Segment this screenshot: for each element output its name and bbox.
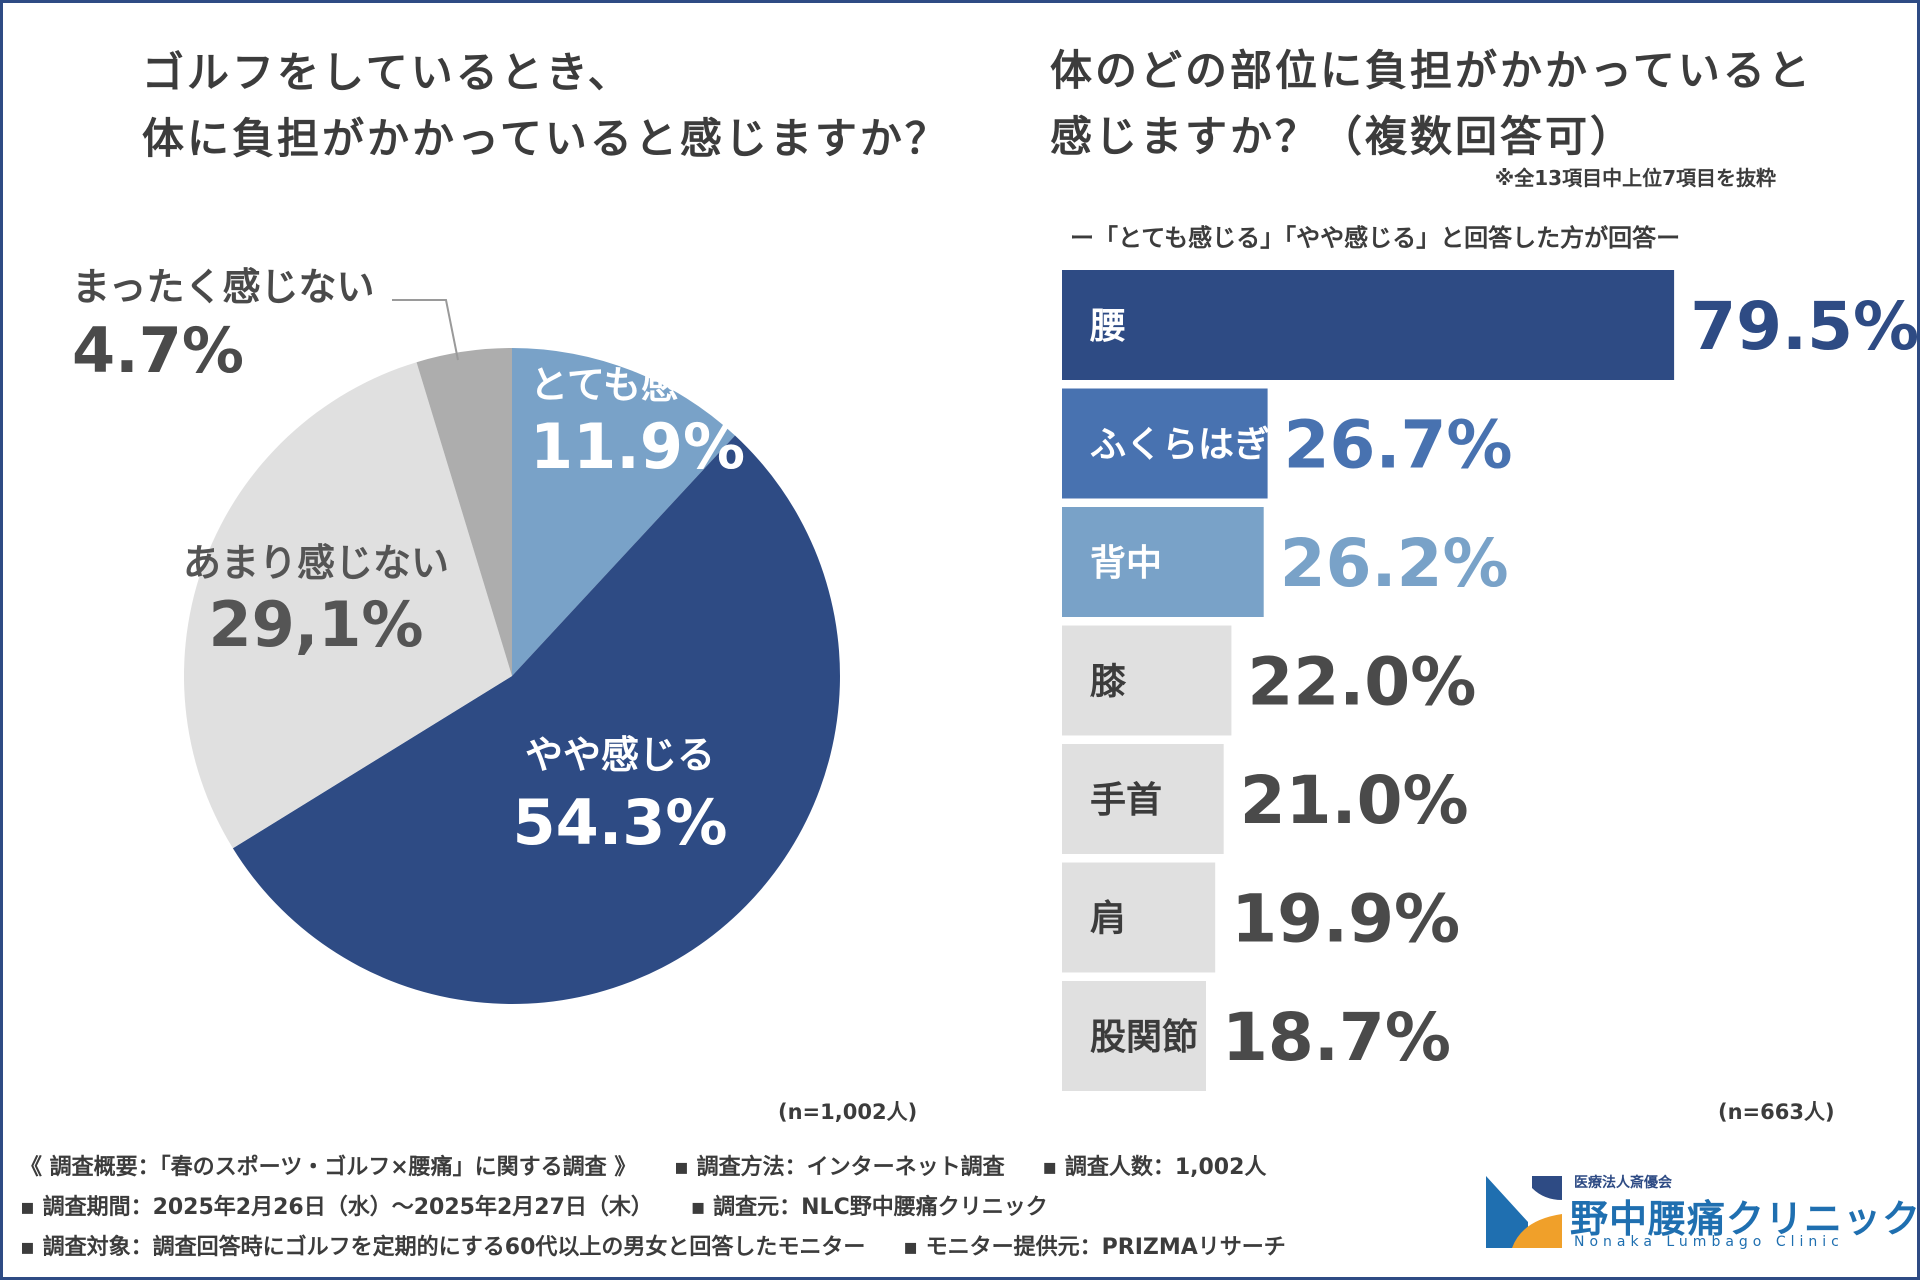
pie-slice-label: まったく感じない (72, 265, 374, 309)
bar-3 (1062, 507, 1264, 617)
pie-slice-value: 54.3% (512, 786, 727, 859)
footer-survey-overview: 《 調査概要：「春のスポーツ・ゴルフ×腰痛」に関する調査 》 (20, 1155, 637, 1180)
bar-category-label: 手首 (1090, 780, 1162, 821)
clinic-logo: 医療法人斎優会 野中腰痛クリニック Nonaka Lumbago Clinic (1482, 1170, 1920, 1258)
clinic-name-english: Nonaka Lumbago Clinic (1574, 1234, 1844, 1250)
pie-slice-value: 29,1% (208, 588, 423, 661)
pie-slice-value: 11.9% (530, 410, 745, 483)
bar-6 (1062, 862, 1216, 973)
bar-title-line-1: 体のどの部位に負担がかかっていると (1050, 46, 1813, 95)
bar-category-label: 股関節 (1090, 1017, 1198, 1058)
bar-value-label: 79.5% (1690, 288, 1919, 365)
bar-chart-title: 体のどの部位に負担がかかっていると 感じますか？（複数回答可） (1050, 38, 1813, 170)
footer-row: 《 調査概要：「春のスポーツ・ゴルフ×腰痛」に関する調査 》 ▪ 調査方法：イン… (20, 1148, 1450, 1188)
bar-category-label: 膝 (1090, 662, 1127, 703)
pie-title-line-2: 体に負担がかかっていると感じますか？ (142, 114, 950, 163)
clinic-corporation-name: 医療法人斎優会 (1574, 1175, 1672, 1191)
bar-category-label: ふくらはぎ (1090, 425, 1270, 466)
bar-5 (1062, 744, 1224, 854)
bar-7 (1062, 981, 1206, 1091)
bar-4 (1062, 625, 1232, 736)
bar-value-label: 21.0% (1240, 762, 1469, 839)
pie-slice-4 (416, 348, 512, 676)
bar-1 (1062, 270, 1675, 380)
bar-category-label: 腰 (1089, 306, 1126, 347)
bar-value-label: 26.2% (1280, 525, 1509, 602)
pie-slice-label: やや感じる (525, 733, 715, 777)
bar-category-label: 背中 (1090, 543, 1162, 584)
bar-value-label: 19.9% (1231, 881, 1460, 958)
footer-monitor-provider: ▪ モニター提供元：PRIZMAリサーチ (903, 1235, 1286, 1260)
pie-title-line-1: ゴルフをしているとき、 (142, 48, 633, 97)
footer-survey-target: ▪ 調査対象：調査回答時にゴルフを定期的にする60代以上の男女と回答したモニター (20, 1235, 866, 1260)
pie-slice-value: 4.7% (72, 314, 244, 387)
footer-survey-method: ▪ 調査方法：インターネット調査 (674, 1155, 1005, 1180)
bar-chart-subtitle: ー「とても感じる」「やや感じる」と回答した方が回答ー (1070, 224, 1681, 252)
clinic-name: 野中腰痛クリニック (1570, 1197, 1920, 1241)
footer-survey-period: ▪ 調査期間：2025年2月26日（水）〜2025年2月27日（木） (20, 1195, 653, 1220)
footer-row: ▪ 調査期間：2025年2月26日（水）〜2025年2月27日（木） ▪ 調査元… (20, 1188, 1450, 1228)
clinic-logo-mark-icon (1486, 1176, 1562, 1248)
bar-value-label: 22.0% (1247, 644, 1476, 721)
pie-slice-1 (512, 348, 736, 676)
footer-survey-source: ▪ 調査元：NLC野中腰痛クリニック (690, 1195, 1048, 1220)
bar-chart-note: ※全13項目中上位7項目を抜粋 (1494, 166, 1776, 190)
pie-chart-title: ゴルフをしているとき、 体に負担がかかっていると感じますか？ (142, 40, 950, 172)
bar-value-label: 18.7% (1222, 999, 1451, 1076)
bar-category-label: 肩 (1090, 898, 1126, 940)
pie-slice-label: とても感じる (530, 363, 755, 407)
bar-value-label: 26.7% (1284, 407, 1513, 484)
footer-survey-count: ▪ 調査人数：1,002人 (1042, 1155, 1267, 1180)
pie-sample-size: (n=1,002人) (778, 1100, 918, 1124)
footer-row: ▪ 調査対象：調査回答時にゴルフを定期的にする60代以上の男女と回答したモニター… (20, 1228, 1450, 1268)
pie-slice-2 (232, 435, 840, 1004)
pie-slice-3 (183, 362, 512, 849)
survey-footer: 《 調査概要：「春のスポーツ・ゴルフ×腰痛」に関する調査 》 ▪ 調査方法：イン… (20, 1148, 1450, 1268)
bar-sample-size: (n=663人) (1718, 1100, 1835, 1124)
pie-slice-label: あまり感じない (183, 541, 449, 585)
bar-2 (1062, 388, 1268, 499)
bar-title-line-2: 感じますか？（複数回答可） (1050, 112, 1636, 161)
pie-leader-line (392, 299, 459, 361)
